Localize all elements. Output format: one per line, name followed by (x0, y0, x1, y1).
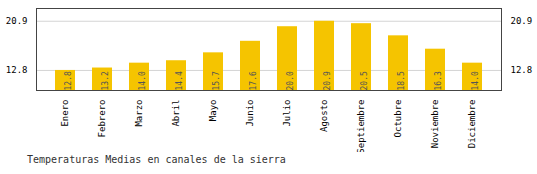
svg-text:12.8: 12.8 (6, 65, 28, 75)
svg-text:Mayo: Mayo (208, 100, 218, 122)
svg-text:Marzo: Marzo (134, 100, 144, 127)
svg-text:20.9: 20.9 (511, 16, 533, 26)
svg-text:Noviembre: Noviembre (430, 100, 440, 149)
svg-text:20.9: 20.9 (6, 16, 28, 26)
svg-text:13.2: 13.2 (101, 71, 110, 90)
svg-text:20.9: 20.9 (323, 71, 332, 90)
svg-text:Agosto: Agosto (319, 100, 329, 133)
svg-text:Junio: Junio (245, 100, 255, 127)
svg-text:Septiembre: Septiembre (356, 100, 366, 153)
svg-text:14.0: 14.0 (138, 71, 147, 90)
svg-text:Abril: Abril (171, 100, 181, 127)
svg-text:Febrero: Febrero (97, 100, 107, 138)
html-text:Temperaturas Medias en canales: Temperaturas Medias en canales de la sie… (27, 154, 286, 165)
svg-text:Julio: Julio (282, 100, 292, 127)
svg-text:12.8: 12.8 (511, 65, 533, 75)
svg-text:14.4: 14.4 (175, 71, 184, 90)
svg-text:18.5: 18.5 (397, 71, 406, 90)
svg-text:17.6: 17.6 (249, 71, 258, 90)
svg-text:Octubre: Octubre (393, 100, 403, 138)
svg-text:12.8: 12.8 (64, 71, 73, 90)
svg-text:20.5: 20.5 (360, 71, 369, 90)
svg-text:14.0: 14.0 (471, 71, 480, 90)
svg-text:Diciembre: Diciembre (467, 100, 477, 149)
svg-text:Enero: Enero (60, 100, 70, 127)
svg-text:20.0: 20.0 (286, 71, 295, 90)
svg-text:15.7: 15.7 (212, 71, 221, 90)
svg-text:16.3: 16.3 (434, 71, 443, 90)
